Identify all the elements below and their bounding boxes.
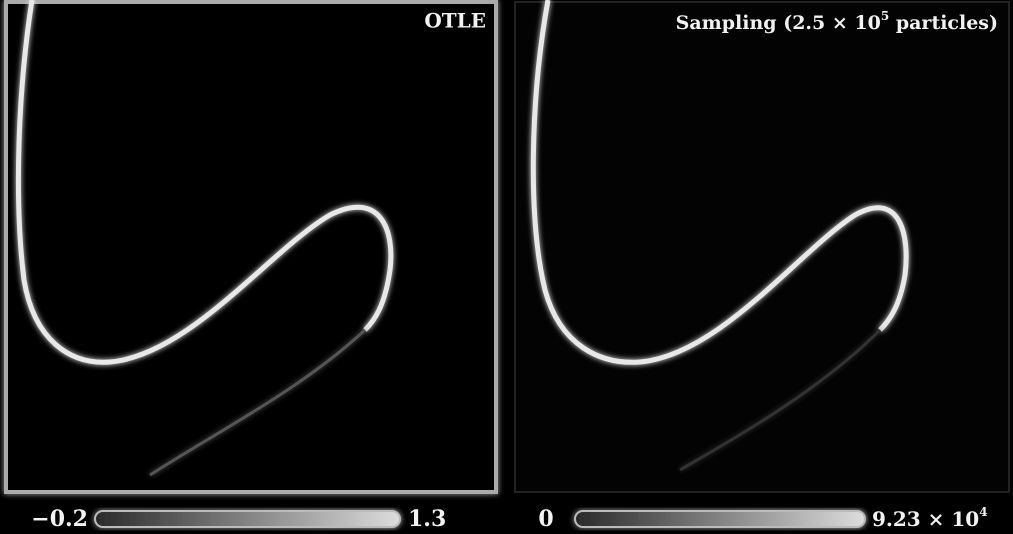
panel-right: Sampling (2.5 × 105 particles) 0 9.23 × … [514, 0, 1010, 532]
colorbar-max: 9.23 × 104 [872, 505, 988, 531]
colorbar-max-text: 9.23 × 10 [872, 507, 979, 531]
colorbar-min: −0.2 [31, 506, 88, 532]
density-curve [15, 0, 394, 365]
density-tail [679, 328, 882, 472]
title-exponent: 5 [881, 9, 889, 23]
panel-title: Sampling (2.5 × 105 particles) [676, 9, 998, 35]
density-tail [149, 328, 367, 477]
colorbar-max-exponent: 4 [979, 505, 987, 519]
title-text: Sampling (2.5 × 10 [676, 12, 881, 34]
panel-title: OTLE [424, 9, 486, 33]
colorbar [94, 510, 401, 528]
colorbar-max: 1.3 [408, 506, 446, 532]
colorbar-min: 0 [538, 506, 553, 532]
colorbar [574, 510, 866, 528]
panel-left: OTLE −0.2 1.3 [4, 0, 498, 532]
density-curve [530, 0, 909, 365]
title-suffix: particles) [889, 12, 998, 34]
panel-frame [514, 1, 1010, 493]
panel-frame [4, 0, 498, 494]
